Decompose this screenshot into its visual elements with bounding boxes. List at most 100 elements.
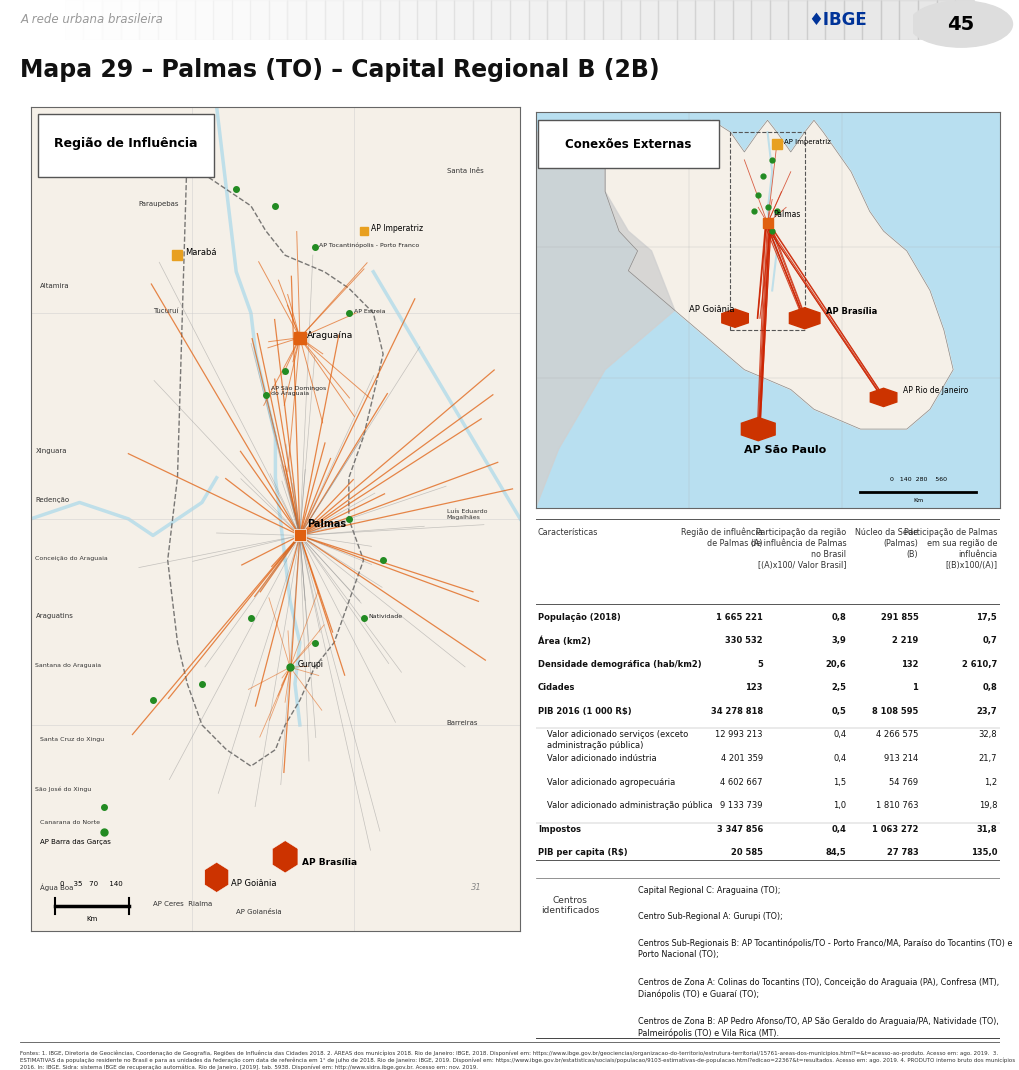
Bar <box>473 0 491 40</box>
Text: 2,5: 2,5 <box>830 684 846 692</box>
Text: AP Brasília: AP Brasília <box>824 307 876 317</box>
Text: 0   140  280    560: 0 140 280 560 <box>889 476 946 482</box>
Bar <box>510 0 528 40</box>
Bar <box>566 0 584 40</box>
Text: Santana do Araguaia: Santana do Araguaia <box>36 663 102 669</box>
Text: 20 585: 20 585 <box>731 849 762 857</box>
Text: Conceição do Araguaia: Conceição do Araguaia <box>36 556 108 561</box>
Polygon shape <box>272 841 298 873</box>
Bar <box>584 0 602 40</box>
Text: 1,2: 1,2 <box>983 778 997 786</box>
Text: A rede urbana brasileira: A rede urbana brasileira <box>20 13 163 27</box>
Text: 31: 31 <box>471 883 482 891</box>
Bar <box>250 0 269 40</box>
Bar <box>732 0 750 40</box>
Text: AP Ceres  Rialma: AP Ceres Rialma <box>153 901 212 907</box>
Text: 913 214: 913 214 <box>883 754 917 763</box>
Text: Núcleo da Sede
(Palmas)
(B): Núcleo da Sede (Palmas) (B) <box>855 528 917 559</box>
Text: 0,5: 0,5 <box>830 707 846 716</box>
Bar <box>639 0 657 40</box>
Text: 135,0: 135,0 <box>970 849 997 857</box>
Text: 12 993 213: 12 993 213 <box>714 731 762 739</box>
Bar <box>602 0 621 40</box>
Bar <box>806 0 824 40</box>
Text: AP Brasília: AP Brasília <box>302 858 357 867</box>
Polygon shape <box>535 132 675 508</box>
FancyBboxPatch shape <box>537 120 718 168</box>
Bar <box>788 0 806 40</box>
Bar <box>750 0 769 40</box>
Text: Região de Influência: Região de Influência <box>54 137 198 150</box>
Bar <box>287 0 306 40</box>
Bar <box>824 0 843 40</box>
Text: 1 810 763: 1 810 763 <box>875 801 917 810</box>
Bar <box>46 0 65 40</box>
Text: Impostos: Impostos <box>537 825 580 834</box>
Bar <box>917 0 935 40</box>
Bar <box>213 0 231 40</box>
Text: AP Imperatriz: AP Imperatriz <box>783 139 829 146</box>
Text: Centro Sub-Regional A: Gurupi (TO);: Centro Sub-Regional A: Gurupi (TO); <box>637 913 782 921</box>
Text: AP Rio de Janeiro: AP Rio de Janeiro <box>902 386 967 396</box>
Text: Natividade: Natividade <box>368 614 403 618</box>
Text: AP Goianésia: AP Goianésia <box>236 910 281 916</box>
Text: 9 133 739: 9 133 739 <box>719 801 762 810</box>
Text: Tucuruí: Tucuruí <box>153 308 178 314</box>
Bar <box>843 0 861 40</box>
Text: AP Barra das Garças: AP Barra das Garças <box>41 839 111 845</box>
Text: 1,0: 1,0 <box>833 801 846 810</box>
Text: 2 610,7: 2 610,7 <box>961 660 997 669</box>
Bar <box>84 0 102 40</box>
Text: Altamira: Altamira <box>41 284 70 289</box>
Bar <box>861 0 880 40</box>
Text: Água Boa: Água Boa <box>41 883 73 890</box>
Bar <box>621 0 639 40</box>
Text: 84,5: 84,5 <box>825 849 846 857</box>
Text: Características: Características <box>537 528 597 537</box>
Text: 1 665 221: 1 665 221 <box>715 612 762 622</box>
Text: AP Imperatriz: AP Imperatriz <box>371 224 423 232</box>
Polygon shape <box>721 309 748 327</box>
Text: PIB per capita (R$): PIB per capita (R$) <box>537 849 627 857</box>
Text: Palmas: Palmas <box>307 519 346 530</box>
Text: 291 855: 291 855 <box>879 612 917 622</box>
Text: 17,5: 17,5 <box>975 612 997 622</box>
Text: Fontes: 1. IBGE, Diretoria de Geociências, Coordenação de Geografia, Regiões de : Fontes: 1. IBGE, Diretoria de Geociência… <box>20 1051 1015 1070</box>
Bar <box>195 0 213 40</box>
Bar <box>546 0 566 40</box>
Bar <box>713 0 732 40</box>
Text: Santa Cruz do Xingu: Santa Cruz do Xingu <box>41 737 105 743</box>
Text: Centros Sub-Regionais B: AP Tocantinópolis/TO - Porto Franco/MA, Paraíso do Toca: Centros Sub-Regionais B: AP Tocantinópol… <box>637 938 1011 959</box>
Text: AP Estreia: AP Estreia <box>354 309 385 314</box>
Text: Araguaína: Araguaína <box>307 331 354 339</box>
Text: 54 769: 54 769 <box>889 778 917 786</box>
Text: 4 266 575: 4 266 575 <box>875 731 917 739</box>
Bar <box>417 0 435 40</box>
Bar <box>362 0 380 40</box>
FancyBboxPatch shape <box>38 113 214 177</box>
Text: Palmas: Palmas <box>772 211 800 219</box>
Bar <box>453 0 473 40</box>
Text: Capital Regional C: Araguaina (TO);: Capital Regional C: Araguaina (TO); <box>637 886 780 896</box>
Text: AP São Domingos
do Araguaia: AP São Domingos do Araguaia <box>270 385 325 396</box>
Bar <box>398 0 417 40</box>
Text: 19,8: 19,8 <box>978 801 997 810</box>
Circle shape <box>909 1 1012 47</box>
Text: 330 532: 330 532 <box>725 636 762 645</box>
Bar <box>435 0 453 40</box>
Text: 0    35   70     140: 0 35 70 140 <box>60 881 123 887</box>
Bar <box>306 0 324 40</box>
Bar <box>324 0 342 40</box>
Text: Redenção: Redenção <box>36 498 69 504</box>
Text: Centros
identificados: Centros identificados <box>541 896 599 915</box>
Bar <box>120 0 139 40</box>
Text: Valor adicionado indústria: Valor adicionado indústria <box>546 754 656 763</box>
Text: 0,8: 0,8 <box>981 684 997 692</box>
Bar <box>769 0 788 40</box>
Text: Barreiras: Barreiras <box>446 720 478 725</box>
Text: População (2018): População (2018) <box>537 612 620 622</box>
Bar <box>880 0 899 40</box>
Text: Centros de Zona A: Colinas do Tocantins (TO), Conceição do Araguaia (PA), Confre: Centros de Zona A: Colinas do Tocantins … <box>637 978 998 998</box>
Text: Santa Inês: Santa Inês <box>446 168 483 174</box>
Text: 21,7: 21,7 <box>978 754 997 763</box>
